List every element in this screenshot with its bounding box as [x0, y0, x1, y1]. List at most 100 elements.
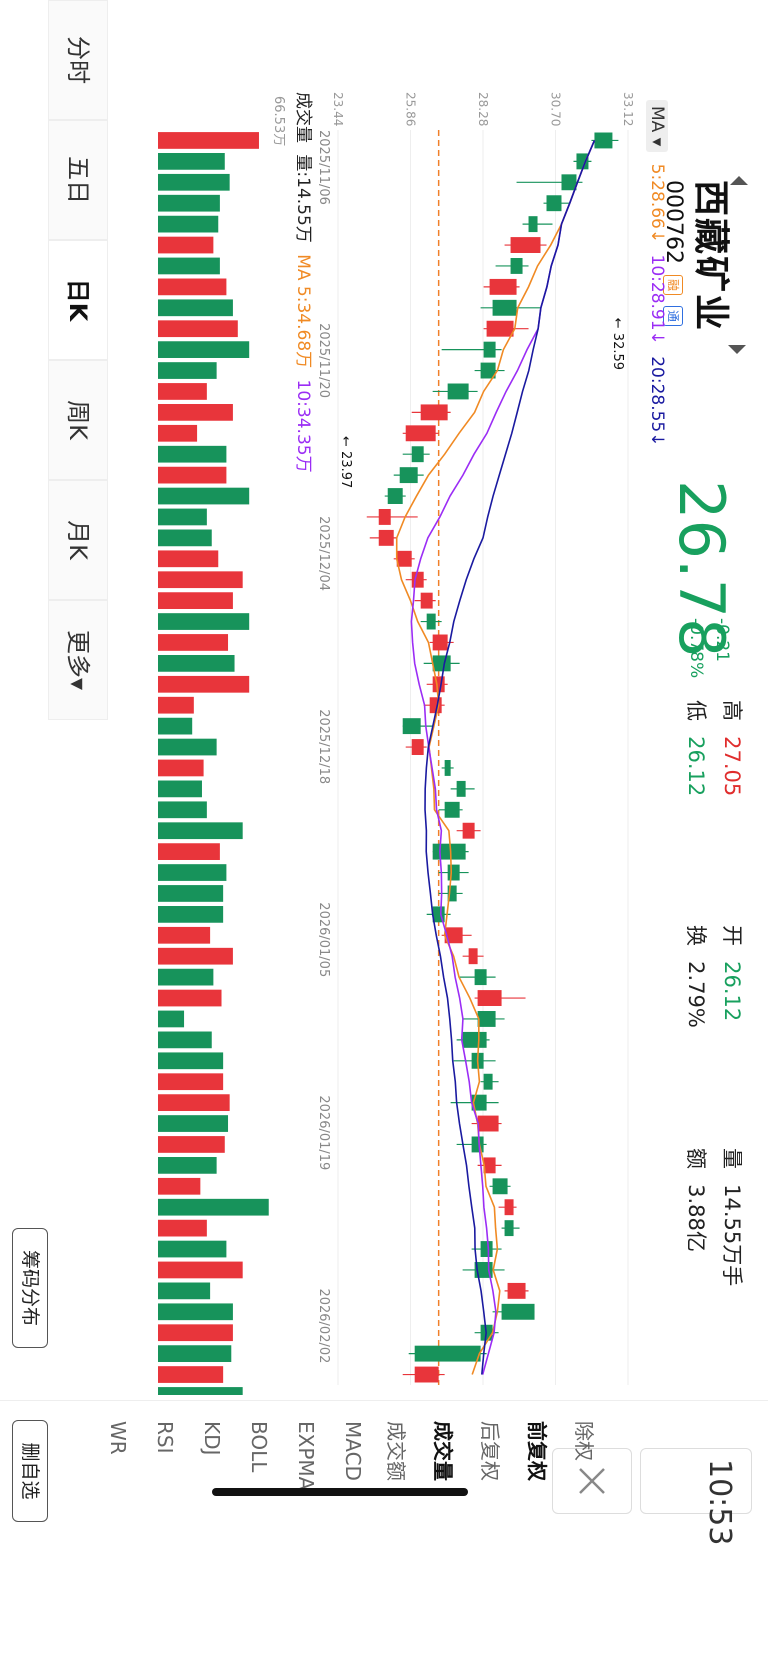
side-tab-kdj[interactable]: KDJ [200, 1421, 224, 1456]
volume-bar [158, 1240, 227, 1258]
tab-more[interactable]: 更多▾ [48, 600, 108, 720]
side-tab-amount[interactable]: 成交额 [384, 1421, 408, 1481]
volume-bar [158, 1177, 201, 1195]
candle-body [432, 843, 466, 860]
next-stock-arrow-icon[interactable] [728, 345, 746, 354]
volume-bar [158, 571, 243, 589]
side-tab-wr[interactable]: WR [106, 1421, 130, 1455]
volume-bar [158, 1115, 229, 1132]
ma10-line [410, 140, 596, 1375]
stat-low: 低 26.12 [682, 700, 712, 796]
side-tab-boll[interactable]: BOLL [247, 1421, 271, 1473]
x-axis-label: 2025/11/20 [318, 323, 331, 398]
volume-bar [158, 236, 214, 254]
candle-body [483, 1157, 496, 1174]
candle-body [414, 1345, 481, 1362]
candle-body [471, 1136, 484, 1153]
stat-amount-value: 3.88亿 [684, 1184, 708, 1252]
y-axis-label: 25.86 [404, 92, 418, 126]
candle-body [378, 509, 391, 525]
ma20-line [424, 140, 596, 1375]
tab-five-day[interactable]: 五日 [48, 120, 108, 240]
stat-volume-value: 14.55万手 [720, 1184, 744, 1287]
volume-bar [158, 759, 204, 777]
candle-body [477, 990, 502, 1006]
volume-bar [158, 613, 250, 630]
remove-watchlist-button[interactable]: 删自选 [12, 1420, 48, 1522]
stat-volume: 量 14.55万手 [718, 1148, 748, 1286]
side-tab-expma[interactable]: EXPMA [294, 1421, 318, 1491]
volume-bar [158, 1094, 230, 1111]
candle-body [474, 969, 487, 986]
volume-bar [158, 989, 222, 1007]
candle-body [396, 550, 412, 567]
candle-body [594, 132, 613, 149]
x-axis-label: 2025/11/06 [318, 130, 331, 205]
side-tab-ex-rights[interactable]: 除权 [572, 1421, 596, 1461]
candle-body [444, 760, 451, 776]
volume-bar [158, 1010, 185, 1028]
ma10-value: 10:28.91↓ [647, 254, 667, 345]
volume-bar [158, 215, 219, 233]
stat-turnover-label: 换 [684, 925, 708, 946]
min-price-annotation: ← 23.97 [338, 436, 353, 488]
volume-bar [158, 550, 219, 568]
side-tab-macd[interactable]: MACD [341, 1421, 365, 1481]
tab-weekly-k[interactable]: 周K [48, 360, 108, 480]
candle-body [477, 1115, 499, 1132]
volume-bar [158, 1387, 243, 1395]
candle-body [477, 1011, 496, 1027]
candle-body [546, 195, 562, 212]
volume-bar [158, 132, 259, 149]
stat-high: 高 27.05 [718, 700, 748, 796]
volume-bar [158, 717, 193, 735]
side-tab-backward-adjusted[interactable]: 后复权 [478, 1421, 502, 1481]
candle-body [510, 258, 523, 274]
candle-body [489, 278, 517, 295]
volume-bar [158, 508, 207, 526]
close-button[interactable] [552, 1448, 632, 1514]
side-tab-rsi[interactable]: RSI [153, 1421, 177, 1454]
volume-bar [158, 383, 207, 400]
volume-bar [158, 1219, 207, 1237]
candle-body [528, 216, 538, 233]
x-axis-label: 2026/02/02 [318, 1288, 331, 1363]
volume-bar [158, 424, 198, 442]
candle-body [501, 1303, 535, 1320]
candle-body [387, 488, 403, 504]
candle-body [378, 529, 394, 546]
side-tab-volume[interactable]: 成交量 [431, 1421, 455, 1481]
volume-bar [158, 1073, 224, 1091]
volume-bar [158, 194, 220, 212]
candle-body [432, 655, 451, 672]
y-axis-label: 30.70 [549, 92, 563, 126]
candle-body [405, 425, 436, 442]
period-tabs: 分时 五日 日K 周K 月K 更多▾ [48, 0, 108, 820]
candle-body [432, 634, 448, 651]
stat-low-label: 低 [684, 700, 708, 721]
stat-volume-label: 量 [720, 1148, 744, 1169]
chip-distribution-button[interactable]: 筹码分布 [12, 1228, 48, 1348]
tab-monthly-k[interactable]: 月K [48, 480, 108, 600]
volume-bar [158, 404, 233, 421]
side-tab-forward-adjusted[interactable]: 前复权 [525, 1421, 549, 1481]
price-change-pct: -0.78% [686, 618, 706, 679]
volume-bar [158, 320, 238, 338]
x-axis-label: 2026/01/05 [318, 902, 331, 977]
home-indicator [212, 1488, 468, 1496]
volume-chart [158, 132, 269, 1395]
volume-bar [158, 1324, 233, 1342]
candle-body [576, 153, 589, 170]
volume-bar [158, 529, 212, 547]
candle-body [411, 571, 424, 588]
candle-body [399, 467, 418, 484]
x-axis-label: 2025/12/04 [318, 516, 331, 591]
ma-selector-label: MA [647, 106, 667, 133]
volume-bar [158, 947, 233, 965]
tab-intraday[interactable]: 分时 [48, 0, 108, 120]
candle-body [462, 1031, 487, 1048]
volume-bar [158, 1052, 224, 1070]
tab-daily-k[interactable]: 日K [48, 240, 108, 360]
ma-selector[interactable]: MA ▾ [646, 100, 668, 153]
